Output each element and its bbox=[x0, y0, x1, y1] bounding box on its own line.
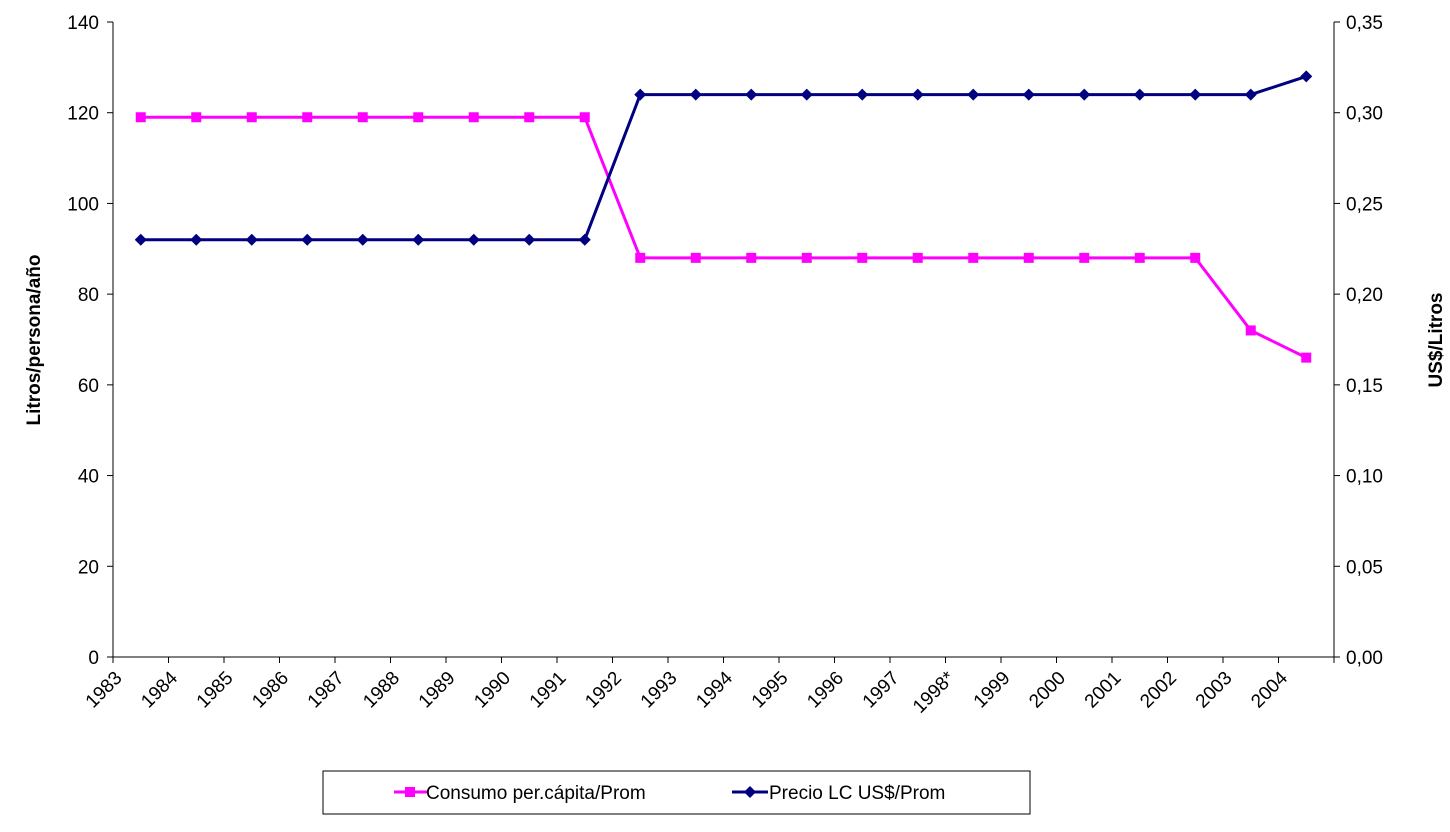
left-tick-label: 40 bbox=[78, 467, 99, 488]
data-point-consumo bbox=[968, 252, 979, 263]
right-axis-title: US$/Litros bbox=[1426, 292, 1447, 387]
x-ticks: 1983 1984 1985 1986 1987 1988 1989 1990 1991 1992… bbox=[82, 657, 1335, 718]
right-tick-label: 0,25 bbox=[1346, 194, 1383, 215]
data-point-consumo bbox=[468, 112, 479, 123]
data-point-consumo bbox=[357, 112, 368, 123]
x-tick-label: 1983 bbox=[82, 668, 127, 713]
series-layer bbox=[134, 70, 1313, 363]
right-tick-label: 0,00 bbox=[1346, 648, 1383, 669]
data-point-precio bbox=[412, 233, 425, 246]
data-point-consumo bbox=[801, 252, 812, 263]
legend: Consumo per.cápita/Prom Precio LC US$/Pr… bbox=[322, 770, 1031, 815]
data-point-precio bbox=[967, 88, 980, 101]
right-y-ticks: 0,00 0,05 0,10 0,15 0,20 0,25 0,30 0,35 bbox=[1334, 13, 1383, 669]
legend-marker-consumo bbox=[405, 787, 415, 797]
x-tick-label: 2000 bbox=[1025, 668, 1070, 713]
left-tick-label: 20 bbox=[78, 557, 99, 578]
data-point-precio bbox=[745, 88, 758, 101]
data-point-precio bbox=[1078, 88, 1091, 101]
series-line-1 bbox=[140, 75, 1307, 242]
legend-label-precio: Precio LC US$/Prom bbox=[769, 783, 945, 804]
data-point-precio bbox=[856, 88, 869, 101]
x-tick-label: 1998* bbox=[909, 667, 959, 717]
x-tick-label: 1997 bbox=[859, 668, 904, 713]
x-tick-label: 1999 bbox=[970, 668, 1015, 713]
data-point-precio bbox=[1189, 88, 1202, 101]
x-tick-label: 1986 bbox=[248, 668, 293, 713]
right-tick-label: 0,20 bbox=[1346, 285, 1383, 306]
data-point-precio bbox=[1133, 88, 1146, 101]
data-point-consumo bbox=[1134, 252, 1145, 263]
x-tick-label: 1992 bbox=[581, 668, 626, 713]
x-tick-label: 1995 bbox=[748, 668, 793, 713]
data-point-consumo bbox=[524, 112, 535, 123]
x-tick-label: 1994 bbox=[692, 667, 737, 712]
x-tick-label: 2002 bbox=[1136, 668, 1181, 713]
left-axis-title: Litros/persona/año bbox=[24, 254, 45, 425]
data-point-consumo bbox=[579, 112, 590, 123]
x-tick-label: 1991 bbox=[526, 668, 571, 713]
data-point-precio bbox=[689, 88, 702, 101]
data-point-consumo bbox=[746, 252, 757, 263]
right-tick-label: 0,15 bbox=[1346, 376, 1383, 397]
data-point-consumo bbox=[690, 252, 701, 263]
data-point-consumo bbox=[246, 112, 257, 123]
left-tick-label: 120 bbox=[67, 104, 99, 125]
data-point-consumo bbox=[1245, 325, 1256, 336]
left-tick-label: 140 bbox=[67, 13, 99, 34]
x-tick-label: 1985 bbox=[193, 668, 238, 713]
left-tick-label: 100 bbox=[67, 194, 99, 215]
right-tick-label: 0,35 bbox=[1346, 13, 1383, 34]
series-line-0 bbox=[140, 115, 1307, 359]
data-point-consumo bbox=[1190, 252, 1201, 263]
data-point-consumo bbox=[1301, 352, 1312, 363]
data-point-consumo bbox=[135, 112, 146, 123]
data-point-precio bbox=[190, 233, 203, 246]
right-tick-label: 0,05 bbox=[1346, 557, 1383, 578]
right-tick-label: 0,30 bbox=[1346, 104, 1383, 125]
data-point-consumo bbox=[857, 252, 868, 263]
x-tick-label: 1993 bbox=[637, 668, 682, 713]
x-tick-label: 2003 bbox=[1192, 668, 1237, 713]
left-tick-label: 80 bbox=[78, 285, 99, 306]
x-tick-label: 1996 bbox=[803, 668, 848, 713]
data-point-consumo bbox=[191, 112, 202, 123]
data-point-precio bbox=[578, 233, 591, 246]
data-point-precio bbox=[301, 233, 314, 246]
data-point-consumo bbox=[413, 112, 424, 123]
data-point-consumo bbox=[912, 252, 923, 263]
left-tick-label: 0 bbox=[88, 648, 99, 669]
data-point-precio bbox=[800, 88, 813, 101]
data-point-precio bbox=[523, 233, 536, 246]
x-tick-label: 2004 bbox=[1247, 667, 1292, 712]
data-point-consumo bbox=[302, 112, 313, 123]
data-point-precio bbox=[911, 88, 924, 101]
data-point-precio bbox=[1022, 88, 1035, 101]
x-tick-label: 2001 bbox=[1081, 668, 1126, 713]
data-point-precio bbox=[1300, 70, 1313, 83]
data-point-precio bbox=[634, 88, 647, 101]
legend-marker-precio bbox=[744, 786, 756, 798]
data-point-consumo bbox=[1079, 252, 1090, 263]
left-tick-label: 60 bbox=[78, 376, 99, 397]
right-tick-label: 0,10 bbox=[1346, 467, 1383, 488]
data-point-precio bbox=[134, 233, 147, 246]
legend-label-consumo: Consumo per.cápita/Prom bbox=[426, 783, 646, 804]
data-point-consumo bbox=[635, 252, 646, 263]
data-point-consumo bbox=[1023, 252, 1034, 263]
data-point-precio bbox=[245, 233, 258, 246]
data-point-precio bbox=[356, 233, 369, 246]
x-tick-label: 1990 bbox=[470, 668, 515, 713]
legend-box bbox=[322, 770, 1031, 815]
x-tick-label: 1989 bbox=[415, 668, 460, 713]
left-y-ticks: 0 20 40 60 80 100 120 140 bbox=[67, 13, 113, 669]
x-tick-label: 1984 bbox=[137, 667, 182, 712]
x-tick-label: 1987 bbox=[304, 668, 349, 713]
x-tick-label: 1988 bbox=[359, 668, 404, 713]
data-point-precio bbox=[1244, 88, 1257, 101]
data-point-precio bbox=[467, 233, 480, 246]
